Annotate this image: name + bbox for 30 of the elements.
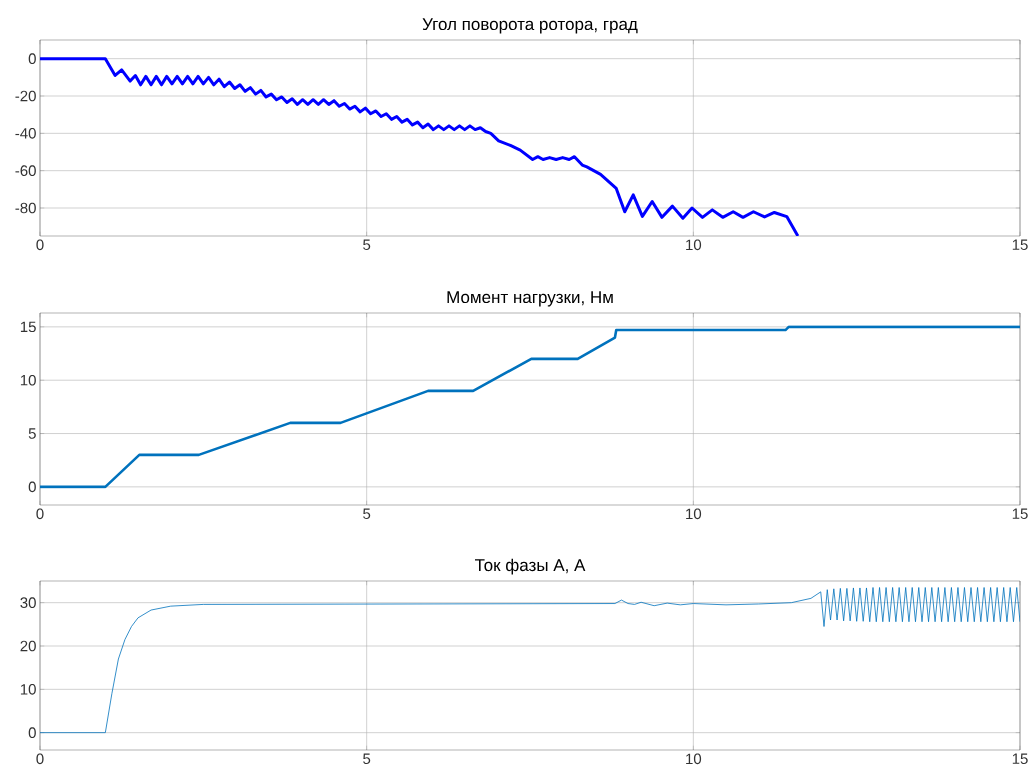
y-tick-label: 10 bbox=[20, 374, 36, 386]
y-tick-label: 0 bbox=[28, 53, 36, 64]
y-tick-label: -20 bbox=[15, 90, 36, 102]
y-tick-label: 30 bbox=[20, 597, 36, 608]
x-tick-label: 15 bbox=[1012, 753, 1028, 764]
x-tick-label: 5 bbox=[363, 753, 371, 764]
y-tick-label: -40 bbox=[15, 128, 36, 139]
x-tick-label: 10 bbox=[686, 753, 702, 765]
x-tick-label: 5 bbox=[363, 239, 371, 250]
line-series bbox=[40, 57, 800, 236]
x-tick-label: 0 bbox=[36, 753, 44, 765]
chart-title: Угол поворота ротора, град bbox=[422, 18, 638, 34]
y-tick-label: 0 bbox=[28, 481, 36, 493]
y-tick-label: 5 bbox=[28, 428, 36, 439]
y-tick-label: 15 bbox=[20, 321, 36, 333]
y-tick-label: 20 bbox=[20, 640, 36, 652]
y-tick-label: -60 bbox=[15, 165, 36, 176]
line-series bbox=[40, 587, 1021, 734]
chart-title: Ток фазы А, А bbox=[474, 558, 586, 575]
x-tick-label: 0 bbox=[36, 239, 44, 251]
chart-title: Момент нагрузки, Нм bbox=[447, 291, 613, 307]
y-tick-label: 0 bbox=[28, 727, 36, 738]
x-tick-label: 10 bbox=[686, 508, 702, 520]
x-tick-label: 10 bbox=[686, 239, 702, 251]
y-tick-label: 10 bbox=[20, 684, 36, 695]
x-tick-label: 5 bbox=[363, 508, 371, 519]
x-tick-label: 15 bbox=[1012, 239, 1028, 250]
x-tick-label: 0 bbox=[36, 508, 44, 520]
x-tick-label: 15 bbox=[1012, 508, 1028, 519]
y-tick-label: -80 bbox=[15, 202, 36, 214]
